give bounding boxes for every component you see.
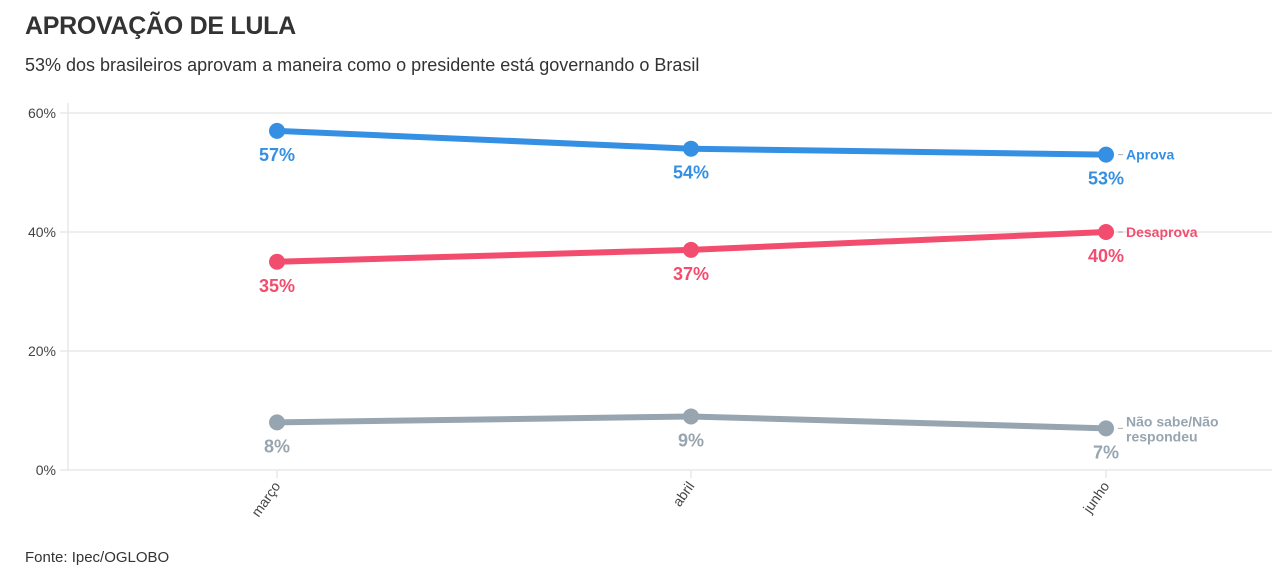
data-label: 8% bbox=[264, 436, 290, 456]
x-tick-label: abril bbox=[669, 479, 697, 510]
series-label-line: Aprova bbox=[1126, 147, 1174, 163]
series-n-o-sabe-n-o-respondeu: 8% 9% 7% Não sabe/Não respondeu bbox=[264, 408, 1219, 462]
series-label: Não sabe/Não respondeu bbox=[1126, 413, 1219, 444]
data-point bbox=[269, 122, 285, 139]
y-tick-label: 60% bbox=[28, 105, 56, 121]
data-label: 7% bbox=[1093, 442, 1119, 462]
data-point bbox=[1098, 224, 1114, 240]
data-label: 40% bbox=[1088, 246, 1124, 266]
series-label: Desaprova bbox=[1126, 224, 1198, 240]
data-point bbox=[683, 241, 699, 258]
gridlines bbox=[60, 112, 1272, 471]
x-tick-label: junho bbox=[1079, 478, 1112, 516]
x-axis: março abril junho bbox=[248, 470, 1113, 520]
source-note: Fonte: Ipec/OGLOBO bbox=[25, 549, 170, 566]
series-label-line: Não sabe/Não bbox=[1126, 413, 1219, 429]
series-group: 57% 54% 53%Aprova 35% 37% 40%Desaprova 8% 9% 7% N… bbox=[259, 122, 1219, 462]
y-axis: 0% 20% 40% 60% bbox=[28, 103, 69, 478]
data-label: 57% bbox=[259, 145, 295, 165]
data-label: 54% bbox=[673, 163, 709, 183]
data-point bbox=[1098, 146, 1114, 163]
y-tick-label: 0% bbox=[36, 462, 56, 478]
data-point bbox=[269, 253, 285, 270]
series-aprova: 57% 54% 53%Aprova bbox=[259, 122, 1174, 189]
data-point bbox=[683, 408, 699, 425]
series-label-line: respondeu bbox=[1126, 428, 1198, 444]
y-tick-label: 40% bbox=[28, 224, 56, 240]
chart-subtitle: 53% dos brasileiros aprovam a maneira co… bbox=[25, 55, 700, 75]
data-label: 53% bbox=[1088, 169, 1124, 189]
series-desaprova: 35% 37% 40%Desaprova bbox=[259, 224, 1198, 296]
series-label: Aprova bbox=[1126, 147, 1174, 163]
chart-title: APROVAÇÃO DE LULA bbox=[25, 12, 296, 40]
data-label: 37% bbox=[673, 264, 709, 284]
data-point bbox=[683, 140, 699, 157]
data-label: 9% bbox=[678, 430, 704, 450]
y-tick-label: 20% bbox=[28, 343, 56, 359]
data-point bbox=[1098, 420, 1114, 437]
data-point bbox=[269, 414, 285, 431]
data-label: 35% bbox=[259, 276, 295, 296]
x-tick-label: março bbox=[248, 478, 284, 519]
series-label-line: Desaprova bbox=[1126, 224, 1198, 240]
